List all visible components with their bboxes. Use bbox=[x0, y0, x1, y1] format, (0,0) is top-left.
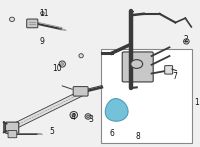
Text: 2: 2 bbox=[184, 35, 189, 44]
Ellipse shape bbox=[61, 63, 64, 66]
Text: 8: 8 bbox=[135, 132, 140, 141]
Text: 4: 4 bbox=[71, 113, 76, 122]
Text: 6: 6 bbox=[110, 129, 115, 138]
Text: 7: 7 bbox=[172, 72, 177, 81]
Ellipse shape bbox=[79, 54, 83, 58]
Text: 11: 11 bbox=[40, 9, 49, 18]
Text: 10: 10 bbox=[52, 64, 62, 73]
Ellipse shape bbox=[184, 39, 189, 44]
FancyBboxPatch shape bbox=[165, 66, 173, 74]
Ellipse shape bbox=[131, 60, 143, 68]
Ellipse shape bbox=[72, 113, 76, 117]
Text: 9: 9 bbox=[40, 37, 45, 46]
FancyBboxPatch shape bbox=[8, 131, 17, 138]
Ellipse shape bbox=[87, 115, 89, 118]
Bar bbox=[101, 49, 192, 143]
Polygon shape bbox=[9, 89, 88, 130]
Ellipse shape bbox=[70, 112, 78, 118]
Text: 5: 5 bbox=[49, 127, 54, 136]
FancyBboxPatch shape bbox=[5, 122, 19, 133]
Ellipse shape bbox=[59, 61, 65, 67]
FancyBboxPatch shape bbox=[73, 87, 88, 96]
Ellipse shape bbox=[185, 40, 188, 43]
FancyBboxPatch shape bbox=[27, 19, 38, 28]
FancyBboxPatch shape bbox=[122, 52, 153, 82]
Text: 3: 3 bbox=[89, 115, 93, 124]
Text: 1: 1 bbox=[194, 98, 199, 107]
Ellipse shape bbox=[10, 17, 14, 21]
Ellipse shape bbox=[41, 12, 44, 15]
Ellipse shape bbox=[85, 114, 91, 119]
Polygon shape bbox=[105, 99, 128, 121]
